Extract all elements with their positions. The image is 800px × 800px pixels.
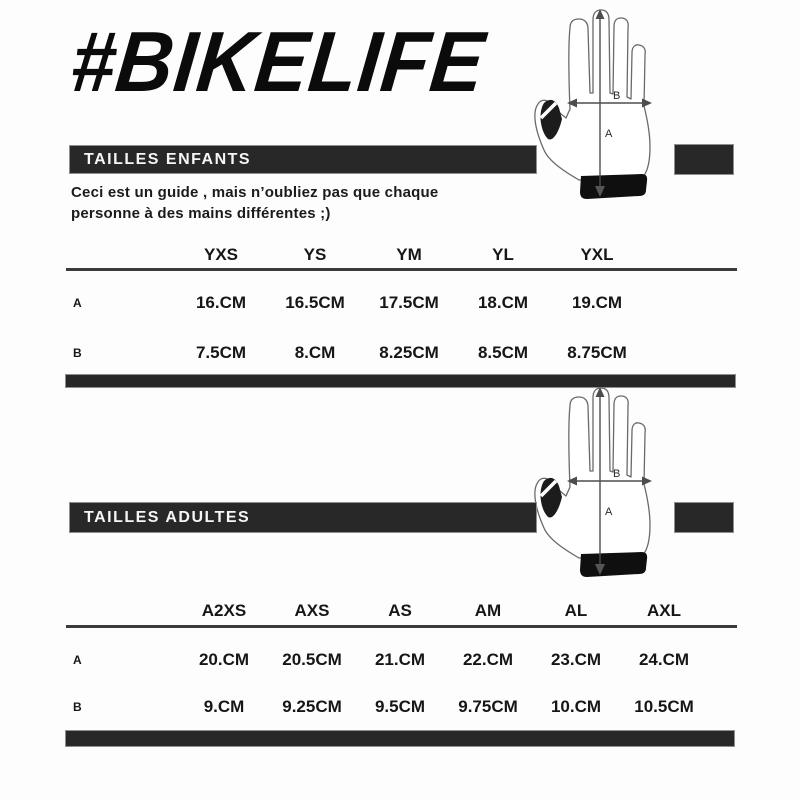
size-value: 9.CM — [203, 697, 245, 716]
size-col-header: AS — [388, 601, 412, 620]
size-value: 20.CM — [198, 650, 250, 669]
size-col-header: A2XS — [201, 601, 247, 620]
section-title-adultes: TAILLES ADULTES — [84, 508, 251, 526]
glove-cuff — [580, 552, 648, 577]
glove-icon: A B — [534, 9, 652, 199]
arrow-b-head-left — [567, 476, 577, 486]
size-value: 21.CM — [374, 650, 426, 669]
enfants-row-b: B 7.5CM 8.CM 8.25CM 8.5CM 8.75CM — [66, 338, 644, 368]
size-col-header: YXS — [203, 244, 239, 264]
row-label: A — [73, 653, 83, 667]
guide-note-line1: Ceci est un guide , mais n’oubliez pas q… — [71, 184, 439, 201]
size-col-header: AXS — [294, 601, 330, 620]
size-value: 9.25CM — [282, 697, 342, 716]
size-col-header: AXL — [647, 601, 681, 620]
size-value: 20.5CM — [282, 650, 342, 669]
arrow-a-head-bottom — [595, 186, 605, 197]
enfants-header-row: YXS YS YM YL YXL — [66, 240, 644, 269]
size-value: 8.75CM — [567, 343, 627, 362]
size-value: 8.CM — [294, 343, 336, 362]
section-header-adultes: TAILLES ADULTES — [69, 502, 537, 533]
glove-outline — [534, 387, 651, 559]
size-value: 10.CM — [550, 697, 602, 716]
separator-bar-middle — [65, 374, 736, 388]
label-a: A — [605, 506, 613, 518]
row-label: B — [73, 346, 83, 360]
enfants-row-a: A 16.CM 16.5CM 17.5CM 18.CM 19.CM — [66, 288, 644, 318]
arrow-a-head-top — [595, 9, 605, 19]
bikelife-logo: #BIKELIFE — [66, 13, 490, 110]
size-value: 16.5CM — [285, 293, 345, 312]
guide-note: Ceci est un guide , mais n’oubliez pas q… — [71, 182, 551, 224]
size-col-header: YL — [492, 244, 514, 264]
arrow-a-head-top — [595, 387, 605, 397]
size-value: 10.5CM — [634, 697, 694, 716]
size-col-header: YS — [303, 244, 327, 264]
section-header-enfants: TAILLES ENFANTS — [69, 145, 537, 174]
section-title-enfants: TAILLES ENFANTS — [84, 150, 252, 168]
size-value: 7.5CM — [195, 343, 247, 362]
glove-outline — [534, 9, 651, 181]
glove-measurement-diagram-middle: A B — [527, 384, 659, 585]
size-value: 24.CM — [638, 650, 690, 669]
thumb-patch — [540, 99, 562, 140]
label-a: A — [605, 128, 613, 140]
size-col-header: AL — [564, 601, 588, 620]
row-label: A — [73, 296, 83, 310]
glove-icon: A B — [534, 387, 652, 577]
size-value: 17.5CM — [379, 293, 439, 312]
label-b: B — [613, 468, 620, 480]
adultes-header-row: A2XS AXS AS AM AL AXL — [66, 598, 708, 624]
table-divider-adultes — [66, 625, 737, 628]
size-value: 22.CM — [462, 650, 514, 669]
thumb-patch — [540, 477, 562, 518]
adultes-row-a: A 20.CM 20.5CM 21.CM 22.CM 23.CM 24.CM — [66, 645, 708, 675]
decorative-bar-top-right — [674, 144, 734, 175]
size-value: 19.CM — [571, 293, 623, 312]
size-col-header: YXL — [580, 244, 614, 264]
size-col-header: YM — [396, 244, 422, 264]
size-value: 9.75CM — [458, 697, 518, 716]
adultes-row-b: B 9.CM 9.25CM 9.5CM 9.75CM 10.CM 10.5CM — [66, 692, 708, 722]
row-label: B — [73, 700, 83, 714]
glove-measurement-diagram-top: A B — [527, 6, 659, 207]
size-value: 8.5CM — [477, 343, 529, 362]
arrow-a-head-bottom — [595, 564, 605, 575]
size-value: 16.CM — [195, 293, 247, 312]
size-value: 9.5CM — [374, 697, 426, 716]
arrow-b-head-right — [642, 98, 652, 108]
guide-note-line2: personne à des mains différentes ;) — [71, 205, 331, 222]
size-value: 18.CM — [477, 293, 529, 312]
size-col-header: AM — [474, 601, 502, 620]
separator-bar-bottom — [65, 730, 735, 747]
glove-cuff — [580, 174, 648, 199]
label-b: B — [613, 90, 620, 102]
arrow-b-head-right — [642, 476, 652, 486]
size-value: 23.CM — [550, 650, 602, 669]
thumb-patch-slash — [539, 479, 558, 498]
thumb-patch-slash — [539, 101, 558, 120]
size-value: 8.25CM — [379, 343, 439, 362]
table-divider-enfants — [66, 268, 737, 271]
decorative-bar-middle-right — [674, 502, 734, 533]
arrow-b-head-left — [567, 98, 577, 108]
